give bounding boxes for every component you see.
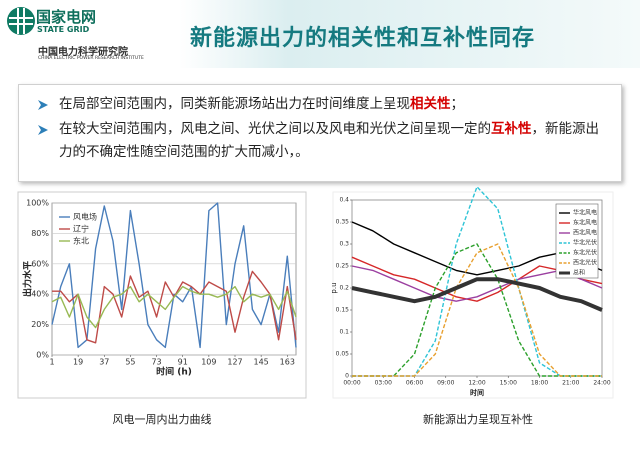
y-tick-label: 0.15 (336, 307, 350, 314)
chart-caption: 新能源出力呈现互补性 (423, 412, 533, 426)
y-tick-label: 80% (31, 229, 49, 238)
highlight-text: 相关性 (410, 96, 451, 112)
legend-label: 风电场 (73, 212, 97, 222)
legend-label: 东北光伏 (573, 249, 597, 257)
y-tick-label: 60% (31, 259, 49, 268)
legend-label: 辽宁 (73, 224, 89, 234)
y-tick-label: 100% (26, 199, 49, 208)
y-tick-label: 0.35 (336, 219, 350, 226)
y-axis-label: p.u (330, 282, 338, 293)
chart-caption: 风电一周内出力曲线 (113, 412, 212, 426)
x-tick-label: 55 (125, 358, 135, 367)
bullet-box: 在局部空间范围内，同类新能源场站出力在时间维度上呈现相关性； 在较大空间范围内，风… (18, 84, 622, 182)
legend-label: 西北风电 (573, 229, 597, 237)
logo-cn: 国家电网 (36, 8, 97, 26)
highlight-text: 互补性 (491, 121, 532, 137)
bullet-icon (38, 125, 48, 135)
legend-label: 华北风电 (573, 209, 597, 217)
x-tick-label: 21:00 (562, 380, 579, 387)
bullet: 在较大空间范围内，风电之间、光伏之间以及风电和光伏之间呈现一定的互补性，新能源出… (38, 118, 604, 164)
y-tick-label: 0.25 (336, 263, 350, 270)
legend-label: 东北 (73, 236, 89, 246)
x-tick-label: 18:00 (531, 380, 548, 387)
x-tick-label: 1 (49, 358, 54, 367)
x-tick-label: 00:00 (343, 380, 360, 387)
logo-icon (7, 7, 35, 35)
y-tick-label: 0.1 (339, 329, 349, 336)
y-tick-label: 0% (36, 351, 49, 360)
bullet-text: ，新能源出力的不确定性随空间范围的扩大而减小，。 (59, 121, 599, 160)
bullet-icon (38, 100, 48, 110)
x-tick-label: 73 (151, 358, 161, 367)
logo-en: STATE GRID (37, 25, 90, 34)
series-line (51, 285, 297, 329)
bullet: 在局部空间范围内，同类新能源场站出力在时间维度上呈现相关性； (38, 93, 604, 116)
y-tick-label: 0 (345, 373, 349, 380)
x-tick-label: 19 (73, 358, 83, 367)
y-tick-label: 0.3 (339, 241, 349, 248)
x-tick-label: 91 (178, 358, 188, 367)
x-tick-label: 145 (254, 358, 269, 367)
y-tick-label: 0.05 (336, 351, 350, 358)
x-tick-label: 127 (227, 358, 242, 367)
x-tick-label: 06:00 (406, 380, 423, 387)
series-line (51, 202, 297, 349)
y-axis-label: 出力水平 (22, 261, 34, 297)
header: 国家电网 STATE GRID 中国电力科学研究院 CHINA ELECTRIC… (0, 0, 640, 68)
institute-en: CHINA ELECTRIC POWER RESEARCH INSTITUTE (38, 56, 144, 61)
y-tick-label: 0.4 (339, 197, 349, 204)
x-axis-label: 时间 (470, 388, 484, 397)
legend-label: 西北光伏 (573, 259, 597, 267)
y-tick-label: 20% (31, 320, 49, 329)
legend-label: 东北风电 (573, 219, 597, 227)
legend-box (555, 203, 599, 279)
x-tick-label: 12:00 (468, 380, 485, 387)
y-tick-label: 40% (31, 290, 49, 299)
x-tick-label: 109 (201, 358, 216, 367)
slide-title: 新能源出力的相关性和互补性同存 (190, 26, 536, 51)
x-tick-label: 03:00 (375, 380, 392, 387)
series-line (352, 243, 602, 377)
legend-label: 华北光伏 (573, 239, 597, 247)
bullet-text: ； (450, 96, 465, 112)
legend-label: 总和 (573, 269, 585, 277)
x-tick-label: 24:00 (593, 380, 610, 387)
x-tick-label: 15:00 (500, 380, 517, 387)
bullet-text: 在较大空间范围内，风电之间、光伏之间以及风电和光伏之间呈现一定的 (59, 121, 491, 137)
x-tick-label: 37 (99, 358, 109, 367)
institute-cn: 中国电力科学研究院 (38, 47, 128, 58)
y-tick-label: 0.2 (339, 285, 349, 292)
x-tick-label: 163 (280, 358, 295, 367)
series-line (351, 277, 603, 312)
x-tick-label: 09:00 (437, 380, 454, 387)
bullet-text: 在局部空间范围内，同类新能源场站出力在时间维度上呈现 (59, 96, 410, 112)
x-axis-label: 时间 (h) (156, 366, 192, 378)
